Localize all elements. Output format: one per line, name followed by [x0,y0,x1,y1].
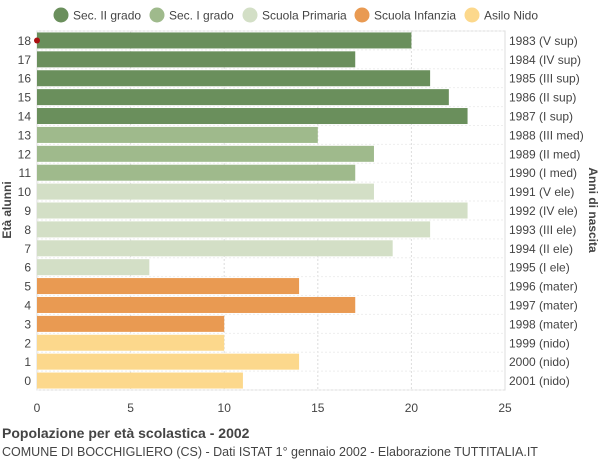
birth-year-label: 1997 (mater) [509,298,578,312]
bar [37,32,412,49]
x-tick-label: 0 [34,401,41,415]
x-tick-label: 25 [498,401,512,415]
legend-label: Sec. I grado [169,9,234,23]
bar [37,221,431,238]
bar [37,296,356,313]
birth-year-label: 1994 (II ele) [509,242,573,256]
legend-label: Sec. II grado [73,9,141,23]
age-label: 16 [18,72,32,86]
birth-year-label: 1987 (I sup) [509,110,573,124]
birth-year-label: 1984 (IV sup) [509,53,581,67]
birth-year-label: 1990 (I med) [509,166,577,180]
age-label: 12 [18,147,32,161]
y-axis-label-right: Anni di nascita [586,167,600,253]
age-label: 1 [24,355,31,369]
legend-swatch [149,7,165,23]
birth-year-label: 1991 (V ele) [509,185,574,199]
age-label: 13 [18,128,32,142]
age-label: 15 [18,91,32,105]
bar [37,108,468,125]
age-label: 17 [18,53,32,67]
bar [37,259,150,276]
legend-label: Scuola Infanzia [374,9,456,23]
bar [37,334,225,351]
age-label: 7 [24,242,31,256]
grid [36,30,506,391]
legend-label: Asilo Nido [484,9,538,23]
birth-year-label: 2000 (nido) [509,355,570,369]
bar [37,145,374,162]
age-label: 0 [24,374,31,388]
age-label: 8 [24,223,31,237]
bar [37,372,243,389]
age-label: 6 [24,261,31,275]
bars [34,32,468,389]
y-axis-label-left: Età alunni [0,181,14,238]
chart-title: Popolazione per età scolastica - 2002 [2,425,250,441]
x-tick-label: 20 [405,401,419,415]
legend-label: Scuola Primaria [262,9,347,23]
birth-year-label: 1999 (nido) [509,336,570,350]
age-label: 3 [24,317,31,331]
age-label: 2 [24,336,31,350]
birth-year-label: 2001 (nido) [509,374,570,388]
chart-subtitle: COMUNE DI BOCCHIGLIERO (CS) - Dati ISTAT… [2,445,538,459]
bar [37,278,300,295]
birth-year-label: 1983 (V sup) [509,34,578,48]
bar [37,315,225,332]
age-label: 4 [24,298,31,312]
bar [37,183,374,200]
birth-year-label: 1985 (III sup) [509,72,580,86]
birth-year-label: 1996 (mater) [509,280,578,294]
bar [37,89,449,106]
legend-swatch [53,7,69,23]
age-label: 9 [24,204,31,218]
bar [37,202,468,219]
birth-year-label: 1989 (II med) [509,147,580,161]
birth-year-labels: 1983 (V sup) 1984 (IV sup) 1985 (III sup) 1… [509,34,584,388]
birth-year-label: 1988 (III med) [509,128,584,142]
birth-year-label: 1993 (III ele) [509,223,576,237]
x-tick-label: 10 [218,401,232,415]
legend: Sec. II grado Sec. I grado Scuola Primaria… [53,7,538,23]
age-label: 10 [18,185,32,199]
x-tick-label: 5 [127,401,134,415]
birth-year-label: 1992 (IV ele) [509,204,578,218]
birth-year-label: 1995 (I ele) [509,261,570,275]
x-tick-label: 15 [311,401,325,415]
bar [37,70,431,87]
birth-year-label: 1998 (mater) [509,317,578,331]
legend-swatch [242,7,258,23]
bar [37,126,318,143]
bar [37,164,356,181]
bar [37,353,300,370]
x-axis-ticks: 0 5 10 15 20 25 [34,401,512,415]
age-label: 14 [18,110,32,124]
chart: Sec. II grado Sec. I grado Scuola Primaria… [0,7,600,415]
marker-dot [34,37,40,44]
age-label: 5 [24,280,31,294]
legend-swatch [464,7,480,23]
birth-year-label: 1986 (II sup) [509,91,576,105]
age-label: 18 [18,34,32,48]
bar [37,51,356,68]
legend-swatch [354,7,370,23]
age-label: 11 [19,166,32,180]
bar [37,240,393,257]
